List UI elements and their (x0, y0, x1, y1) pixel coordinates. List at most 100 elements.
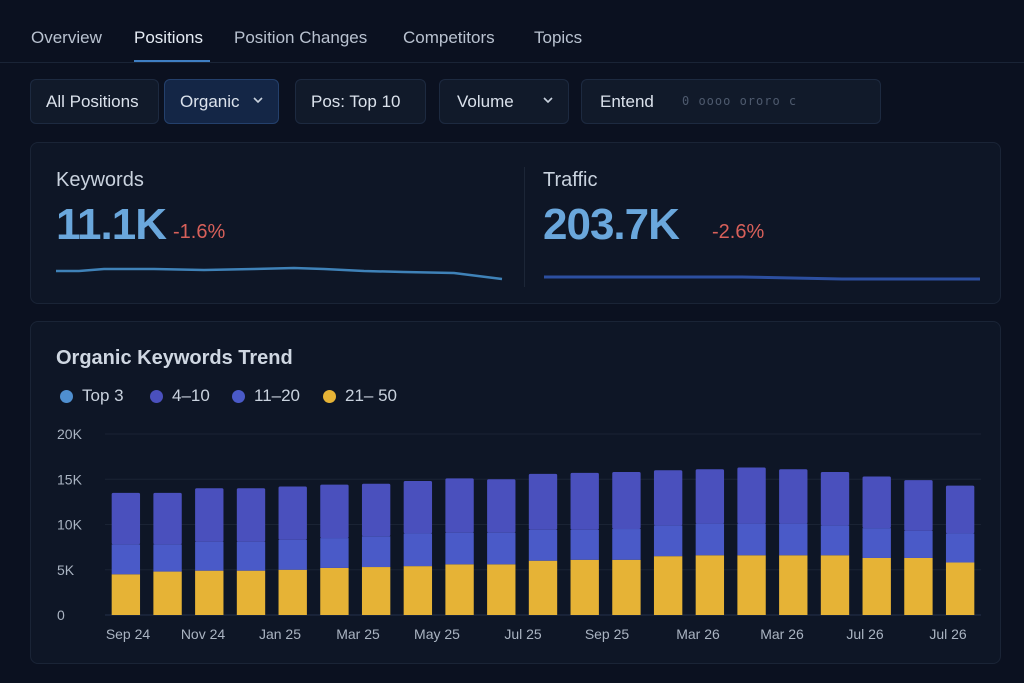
bar-segment (737, 523, 766, 556)
legend-dot (232, 389, 245, 403)
bar-segment (236, 488, 266, 542)
bar-segment (945, 533, 975, 563)
bar-segment (528, 473, 558, 530)
tab-position-changes[interactable]: Position Changes (234, 28, 368, 47)
bar-segment (445, 478, 474, 533)
bar-segment (570, 529, 599, 560)
legend-label: 4–10 (172, 386, 210, 405)
legend-dot (60, 389, 73, 403)
tab-positions[interactable]: Positions (134, 28, 203, 47)
x-tick-label: Jul 25 (504, 626, 542, 642)
x-tick-label: Jul 26 (846, 626, 884, 642)
all-positions-label: All Positions (46, 91, 139, 111)
all-positions-filter[interactable]: All Positions (30, 79, 159, 124)
extend-placeholder: 0 oooo ororo c (682, 94, 798, 108)
bar-segment (570, 559, 599, 615)
y-tick-label: 15K (57, 471, 83, 487)
y-tick-label: 20K (57, 426, 83, 442)
bar-segment (195, 488, 224, 542)
bar-segment (904, 530, 933, 558)
bar-segment (945, 485, 975, 534)
bar-segment (361, 536, 391, 568)
bar-segment (153, 544, 182, 572)
bar-segment (153, 571, 182, 615)
traffic-label: Traffic (543, 169, 598, 191)
organic-dropdown[interactable]: Organic (164, 79, 279, 124)
x-tick-label: Mar 26 (676, 626, 720, 642)
bar-segment (612, 472, 641, 530)
bar-segment (779, 555, 808, 615)
bar-segment (320, 484, 349, 539)
x-tick-label: Jan 25 (259, 626, 301, 642)
traffic-value: 203.7K (543, 200, 680, 249)
bar-segment (195, 570, 224, 615)
bar-segment (653, 470, 683, 526)
extend-label: Entend (600, 91, 654, 111)
tab-competitors[interactable]: Competitors (403, 28, 495, 47)
bar-segment (487, 564, 516, 615)
y-tick-label: 10K (57, 517, 83, 533)
bar-segment (695, 469, 725, 524)
bar-segment (487, 532, 516, 565)
chevron-down-icon (543, 97, 553, 104)
bar-segment (403, 481, 433, 534)
bar-segment (487, 479, 516, 533)
bar-segment (820, 472, 850, 526)
tab-overview[interactable]: Overview (31, 28, 102, 47)
bar-segment (695, 555, 725, 615)
bar-segment (153, 492, 182, 545)
bar-segment (111, 574, 141, 615)
bar-segment (904, 480, 933, 531)
keywords-value: 11.1K (56, 200, 167, 249)
legend-label: 21– 50 (345, 386, 397, 405)
legend-top3[interactable]: Top 3 (60, 386, 124, 406)
bar-segment (612, 559, 641, 615)
legend-4-10[interactable]: 4–10 (150, 386, 210, 406)
stacked-bar-chart: 0 5K 10K 15K 20K Sep 24 Nov 24 Jan 25 Mar 25 May … (57, 426, 981, 642)
bar-segment (737, 555, 766, 615)
bar-segment (445, 532, 474, 565)
bar-segment (820, 555, 850, 615)
bar-segment (612, 529, 641, 560)
legend-21-50[interactable]: 21– 50 (323, 386, 397, 406)
traffic-sparkline (544, 275, 980, 281)
bar-segment (862, 528, 891, 558)
x-tick-label: Jul 26 (929, 626, 967, 642)
y-tick-label: 5K (57, 562, 75, 578)
legend-label: 11–20 (254, 386, 301, 405)
x-tick-label: Nov 24 (181, 626, 226, 642)
position-filter-label: Pos: Top 10 (311, 91, 401, 111)
traffic-change: -2.6% (712, 221, 765, 243)
bar-segment (361, 483, 391, 537)
bar-segment (403, 533, 433, 567)
tab-bar: Overview Positions Position Changes Comp… (0, 0, 1024, 63)
position-filter[interactable]: Pos: Top 10 (295, 79, 426, 124)
x-tick-label: Sep 24 (106, 626, 151, 642)
bar-segment (111, 544, 141, 575)
bar-segment (278, 486, 307, 540)
bar-segment (779, 523, 808, 556)
tab-topics[interactable]: Topics (534, 28, 583, 47)
bar-segment (320, 538, 349, 568)
bar-segment (278, 539, 307, 570)
volume-dropdown[interactable]: Volume (439, 79, 569, 124)
bar-segment (445, 564, 474, 615)
legend-11-20[interactable]: 11–20 (232, 386, 300, 406)
bar-segment (195, 541, 224, 571)
bar-segment (820, 525, 850, 556)
bar-segment (320, 567, 349, 615)
volume-label: Volume (457, 91, 514, 111)
bar-segment (653, 556, 683, 615)
metrics-divider (524, 167, 525, 287)
bar-segment (570, 472, 599, 530)
bar-segment (528, 529, 558, 561)
legend-label: Top 3 (82, 386, 124, 405)
bar-segment (945, 562, 975, 615)
metrics-card: Keywords 11.1K -1.6% Traffic 203.7K -2.6… (30, 142, 1001, 304)
active-tab-indicator (134, 60, 210, 62)
extend-filter[interactable]: Entend 0 oooo ororo c (581, 79, 881, 124)
bar-segment (361, 567, 391, 615)
bar-segment (111, 492, 141, 545)
bar-segment (528, 560, 558, 615)
x-tick-label: Sep 25 (585, 626, 630, 642)
